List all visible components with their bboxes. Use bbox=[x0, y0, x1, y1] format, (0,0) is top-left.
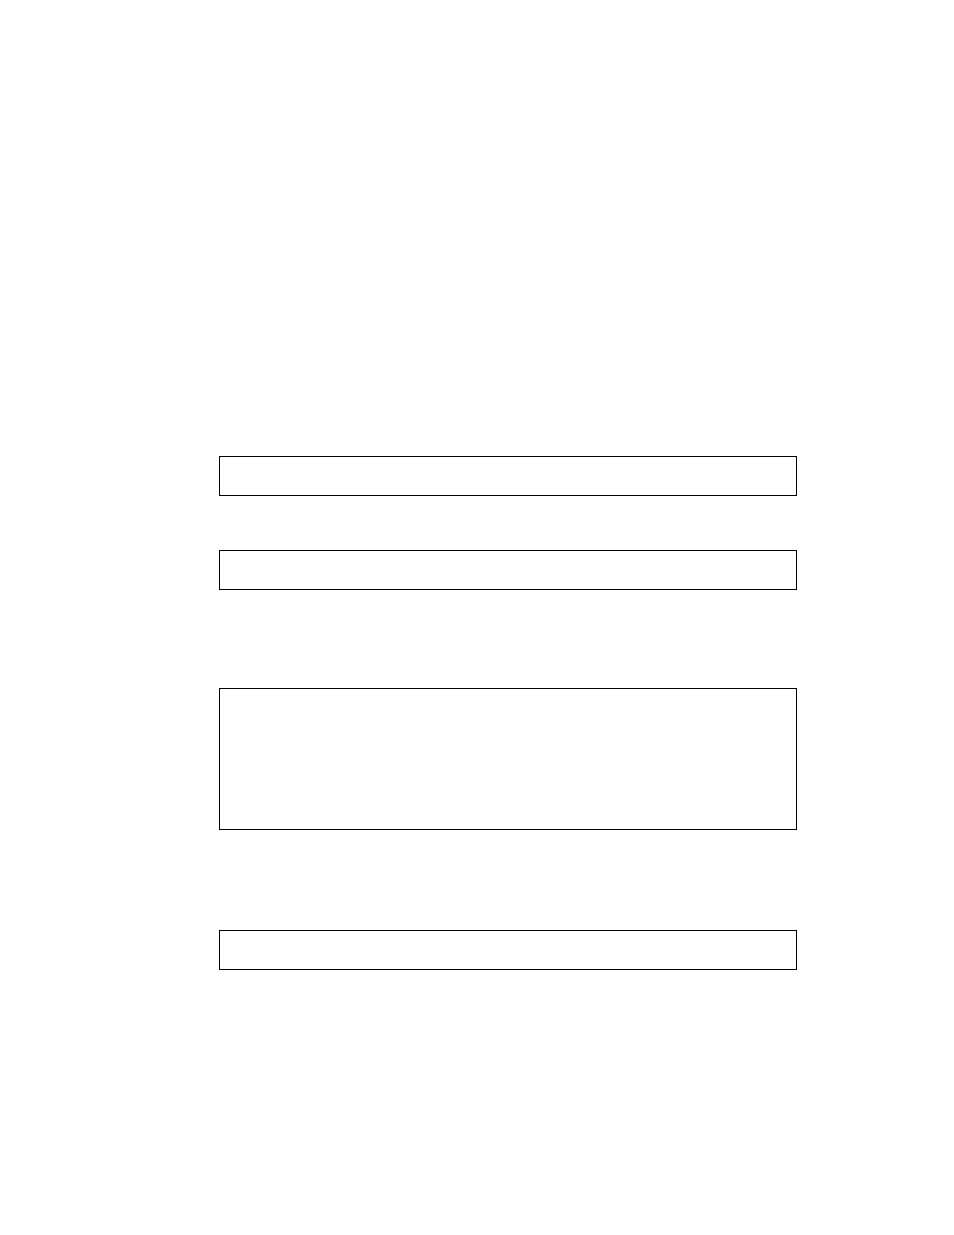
form-box-2 bbox=[219, 550, 797, 590]
page-canvas bbox=[0, 0, 954, 1235]
form-box-3 bbox=[219, 688, 797, 830]
form-box-4 bbox=[219, 930, 797, 970]
form-box-1 bbox=[219, 456, 797, 496]
